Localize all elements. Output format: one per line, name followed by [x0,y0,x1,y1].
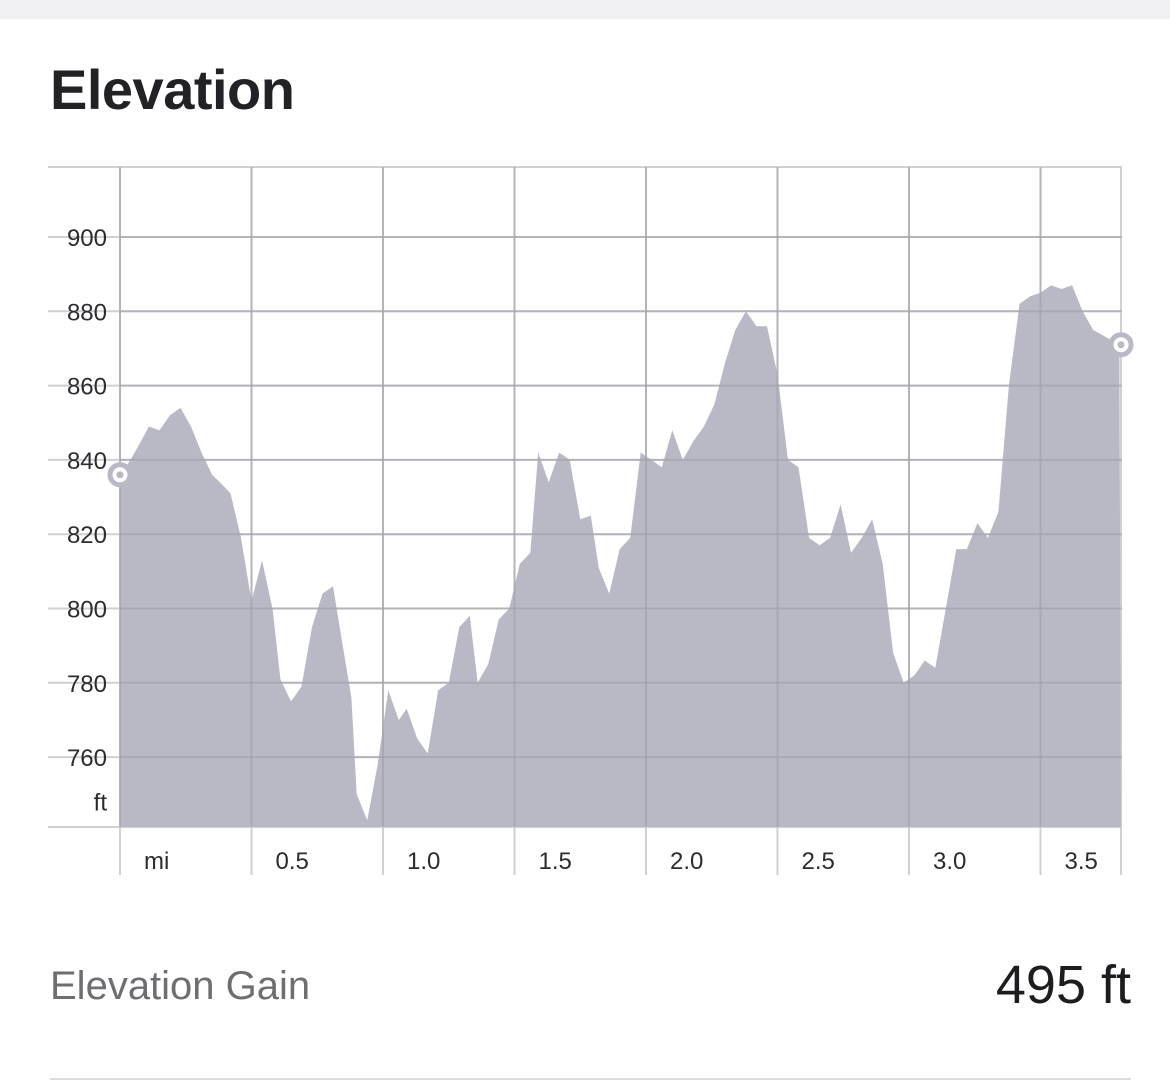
top-band [0,0,1170,19]
y-tick-label-820: 820 [67,522,107,549]
x-tick-label-0.5: 0.5 [276,848,309,875]
bottom-divider [50,1078,1131,1080]
chart-grid-overlay [119,167,1122,827]
y-tick-label-800: 800 [67,597,107,624]
y-axis-unit-label: ft [94,790,108,817]
elevation-area [120,285,1121,827]
elevation-gain-row: Elevation Gain 495 ft [50,950,1131,1022]
x-tick-label-2.5: 2.5 [802,848,835,875]
start-marker-dot [116,471,124,479]
y-tick-label-780: 780 [67,671,107,698]
end-marker-dot [1117,341,1125,349]
x-tick-label-2: 2.0 [670,848,703,875]
chart-labels: 900 880 860 840 820 800 780 760 ft mi 0.5 1.0 1.5 2.0… [67,225,1098,875]
x-tick-label-1.5: 1.5 [539,848,572,875]
y-tick-label-760: 760 [67,745,107,772]
elevation-gain-label: Elevation Gain [50,964,311,1008]
x-tick-label-1: 1.0 [407,848,440,875]
y-tick-label-880: 880 [67,299,107,326]
x-axis-unit-label: mi [144,848,169,875]
y-tick-label-860: 860 [67,374,107,401]
y-tick-label-900: 900 [67,225,107,252]
elevation-chart: 900 880 860 840 820 800 780 760 ft mi 0.5 1.0 1.5 2.0… [48,166,1134,875]
y-tick-label-840: 840 [67,448,107,475]
x-tick-label-3.5: 3.5 [1065,848,1098,875]
elevation-gain-value: 495 ft [995,955,1131,1015]
x-tick-label-3: 3.0 [933,848,966,875]
section-title: Elevation [50,58,295,121]
chart-markers [107,332,1134,488]
